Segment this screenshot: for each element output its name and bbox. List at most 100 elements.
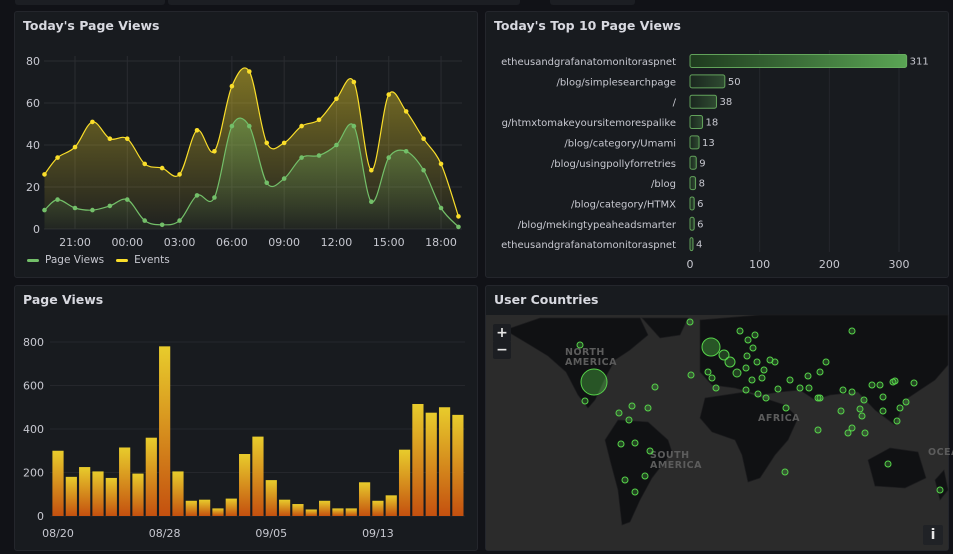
country-marker[interactable] xyxy=(879,393,887,401)
country-marker[interactable] xyxy=(744,336,752,344)
value-label: 8 xyxy=(699,179,705,190)
country-marker[interactable] xyxy=(860,396,868,404)
country-marker[interactable] xyxy=(848,388,856,396)
country-marker[interactable] xyxy=(762,394,770,402)
country-marker[interactable] xyxy=(631,488,639,496)
point-events xyxy=(386,92,392,97)
country-marker[interactable] xyxy=(876,381,884,389)
country-marker[interactable] xyxy=(896,404,904,412)
country-marker[interactable] xyxy=(581,397,589,405)
country-marker[interactable] xyxy=(805,384,813,392)
bar xyxy=(252,436,264,516)
country-marker[interactable] xyxy=(644,404,652,412)
country-marker[interactable] xyxy=(856,405,864,413)
country-marker[interactable] xyxy=(580,368,608,396)
toolbar-remnant xyxy=(168,0,488,5)
panel-title: Today's Page Views xyxy=(23,18,160,33)
country-marker[interactable] xyxy=(743,352,751,360)
bar xyxy=(689,155,697,170)
country-marker[interactable] xyxy=(839,386,847,394)
legend: Page Views Events xyxy=(27,254,170,266)
country-marker[interactable] xyxy=(742,364,750,372)
country-marker[interactable] xyxy=(708,374,716,382)
country-marker[interactable] xyxy=(816,368,824,376)
country-marker[interactable] xyxy=(893,417,901,425)
x-tick-label: 09/13 xyxy=(362,527,394,540)
country-marker[interactable] xyxy=(712,384,720,392)
country-marker[interactable] xyxy=(889,378,897,386)
country-marker[interactable] xyxy=(858,412,866,420)
zoom-out-button[interactable]: − xyxy=(493,341,511,359)
country-marker[interactable] xyxy=(621,476,629,484)
country-marker[interactable] xyxy=(641,472,649,480)
toolbar-remnant xyxy=(550,0,635,5)
bar xyxy=(425,412,437,516)
bar xyxy=(279,499,291,516)
country-marker[interactable] xyxy=(625,416,633,424)
country-marker[interactable] xyxy=(837,407,845,415)
country-marker[interactable] xyxy=(742,386,750,394)
bar xyxy=(689,54,908,68)
country-marker[interactable] xyxy=(884,460,892,468)
point-events xyxy=(124,136,130,141)
country-marker[interactable] xyxy=(736,327,744,335)
zoom-in-button[interactable]: + xyxy=(493,324,511,342)
country-marker[interactable] xyxy=(615,409,623,417)
country-marker[interactable] xyxy=(816,394,824,402)
country-marker[interactable] xyxy=(936,486,944,494)
country-marker[interactable] xyxy=(848,424,856,432)
bar xyxy=(332,508,344,516)
point-events xyxy=(334,96,339,102)
country-marker[interactable] xyxy=(628,402,636,410)
country-marker[interactable] xyxy=(760,366,768,374)
country-marker[interactable] xyxy=(748,376,756,384)
country-marker[interactable] xyxy=(814,394,822,402)
y-tick-label: 800 xyxy=(23,336,44,349)
legend-item-events[interactable]: Events xyxy=(116,254,170,266)
y-tick-label: 600 xyxy=(23,380,44,393)
bar xyxy=(225,498,237,516)
country-marker[interactable] xyxy=(771,358,779,366)
country-marker[interactable] xyxy=(686,318,694,326)
country-marker[interactable] xyxy=(701,337,721,357)
country-marker[interactable] xyxy=(754,390,762,398)
point-page-views xyxy=(438,205,444,211)
country-marker[interactable] xyxy=(732,368,742,378)
country-marker[interactable] xyxy=(646,447,654,455)
country-marker[interactable] xyxy=(781,468,789,476)
country-marker[interactable] xyxy=(910,379,918,387)
country-marker[interactable] xyxy=(774,385,782,393)
country-marker[interactable] xyxy=(753,358,761,366)
country-marker[interactable] xyxy=(751,331,759,339)
country-marker[interactable] xyxy=(651,383,659,391)
country-marker[interactable] xyxy=(868,381,876,389)
country-marker[interactable] xyxy=(631,439,639,447)
point-events xyxy=(281,140,287,146)
country-marker[interactable] xyxy=(718,349,730,361)
legend-item-page-views[interactable]: Page Views xyxy=(27,254,104,266)
country-marker[interactable] xyxy=(804,372,812,380)
country-marker[interactable] xyxy=(687,371,695,379)
x-tick-label: 300 xyxy=(889,258,910,271)
country-marker[interactable] xyxy=(861,429,869,437)
country-marker[interactable] xyxy=(786,376,794,384)
country-marker[interactable] xyxy=(724,356,736,368)
country-marker[interactable] xyxy=(749,344,757,352)
info-button[interactable]: i xyxy=(923,525,943,545)
country-marker[interactable] xyxy=(796,384,804,392)
country-marker[interactable] xyxy=(844,429,852,437)
country-marker[interactable] xyxy=(822,358,830,366)
country-marker[interactable] xyxy=(814,426,822,434)
country-marker[interactable] xyxy=(879,407,887,415)
country-marker[interactable] xyxy=(758,374,766,382)
map-label: AMERICA xyxy=(565,357,617,368)
bar xyxy=(119,447,131,516)
country-marker[interactable] xyxy=(704,368,712,376)
country-marker[interactable] xyxy=(782,404,790,412)
country-marker[interactable] xyxy=(576,341,584,349)
country-marker[interactable] xyxy=(848,327,856,335)
country-marker[interactable] xyxy=(617,440,625,448)
bar xyxy=(689,237,694,252)
country-marker[interactable] xyxy=(902,398,910,406)
